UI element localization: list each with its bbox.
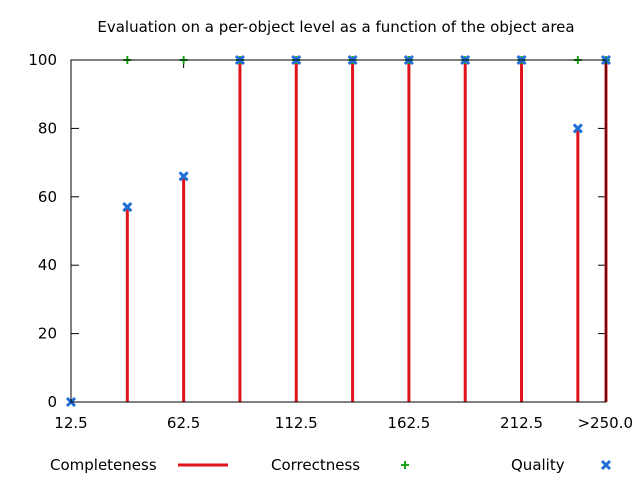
x-tick-label: 12.5 [54, 414, 87, 432]
x-tick-label: >250.0 [577, 414, 633, 432]
x-stroke [572, 123, 583, 134]
quality-point [122, 201, 133, 213]
markers [65, 54, 612, 408]
y-tick-label: 100 [28, 51, 57, 69]
legend-label-correctness: Correctness [271, 456, 360, 474]
plot-frame [70, 59, 607, 403]
legend: Completeness Correctness Quality [50, 456, 612, 474]
legend-swatch-correctness [401, 461, 409, 469]
y-axis-ticks: 0 20 40 60 80 100 [28, 51, 606, 411]
x-stroke [178, 171, 189, 182]
y-tick-label: 20 [38, 325, 57, 343]
quality-point [178, 171, 189, 182]
y-tick-label: 80 [38, 119, 57, 137]
x-tick-label: 162.5 [387, 414, 430, 432]
legend-label-quality: Quality [511, 456, 565, 474]
x-stroke [122, 201, 133, 213]
x-stroke [600, 459, 612, 471]
chart-title: Evaluation on a per-object level as a fu… [97, 18, 574, 36]
legend-swatch-quality [600, 459, 612, 471]
x-tick-label: 112.5 [275, 414, 318, 432]
x-axis-ticks: 12.5 62.5 112.5 162.5 212.5 >250.0 [54, 60, 633, 432]
x-tick-label: 62.5 [167, 414, 200, 432]
completeness-bars [125, 60, 608, 402]
quality-point [572, 123, 583, 134]
y-tick-label: 0 [47, 393, 57, 411]
x-tick-label: 212.5 [500, 414, 543, 432]
y-tick-label: 60 [38, 188, 57, 206]
y-tick-label: 40 [38, 256, 57, 274]
legend-label-completeness: Completeness [50, 456, 157, 474]
